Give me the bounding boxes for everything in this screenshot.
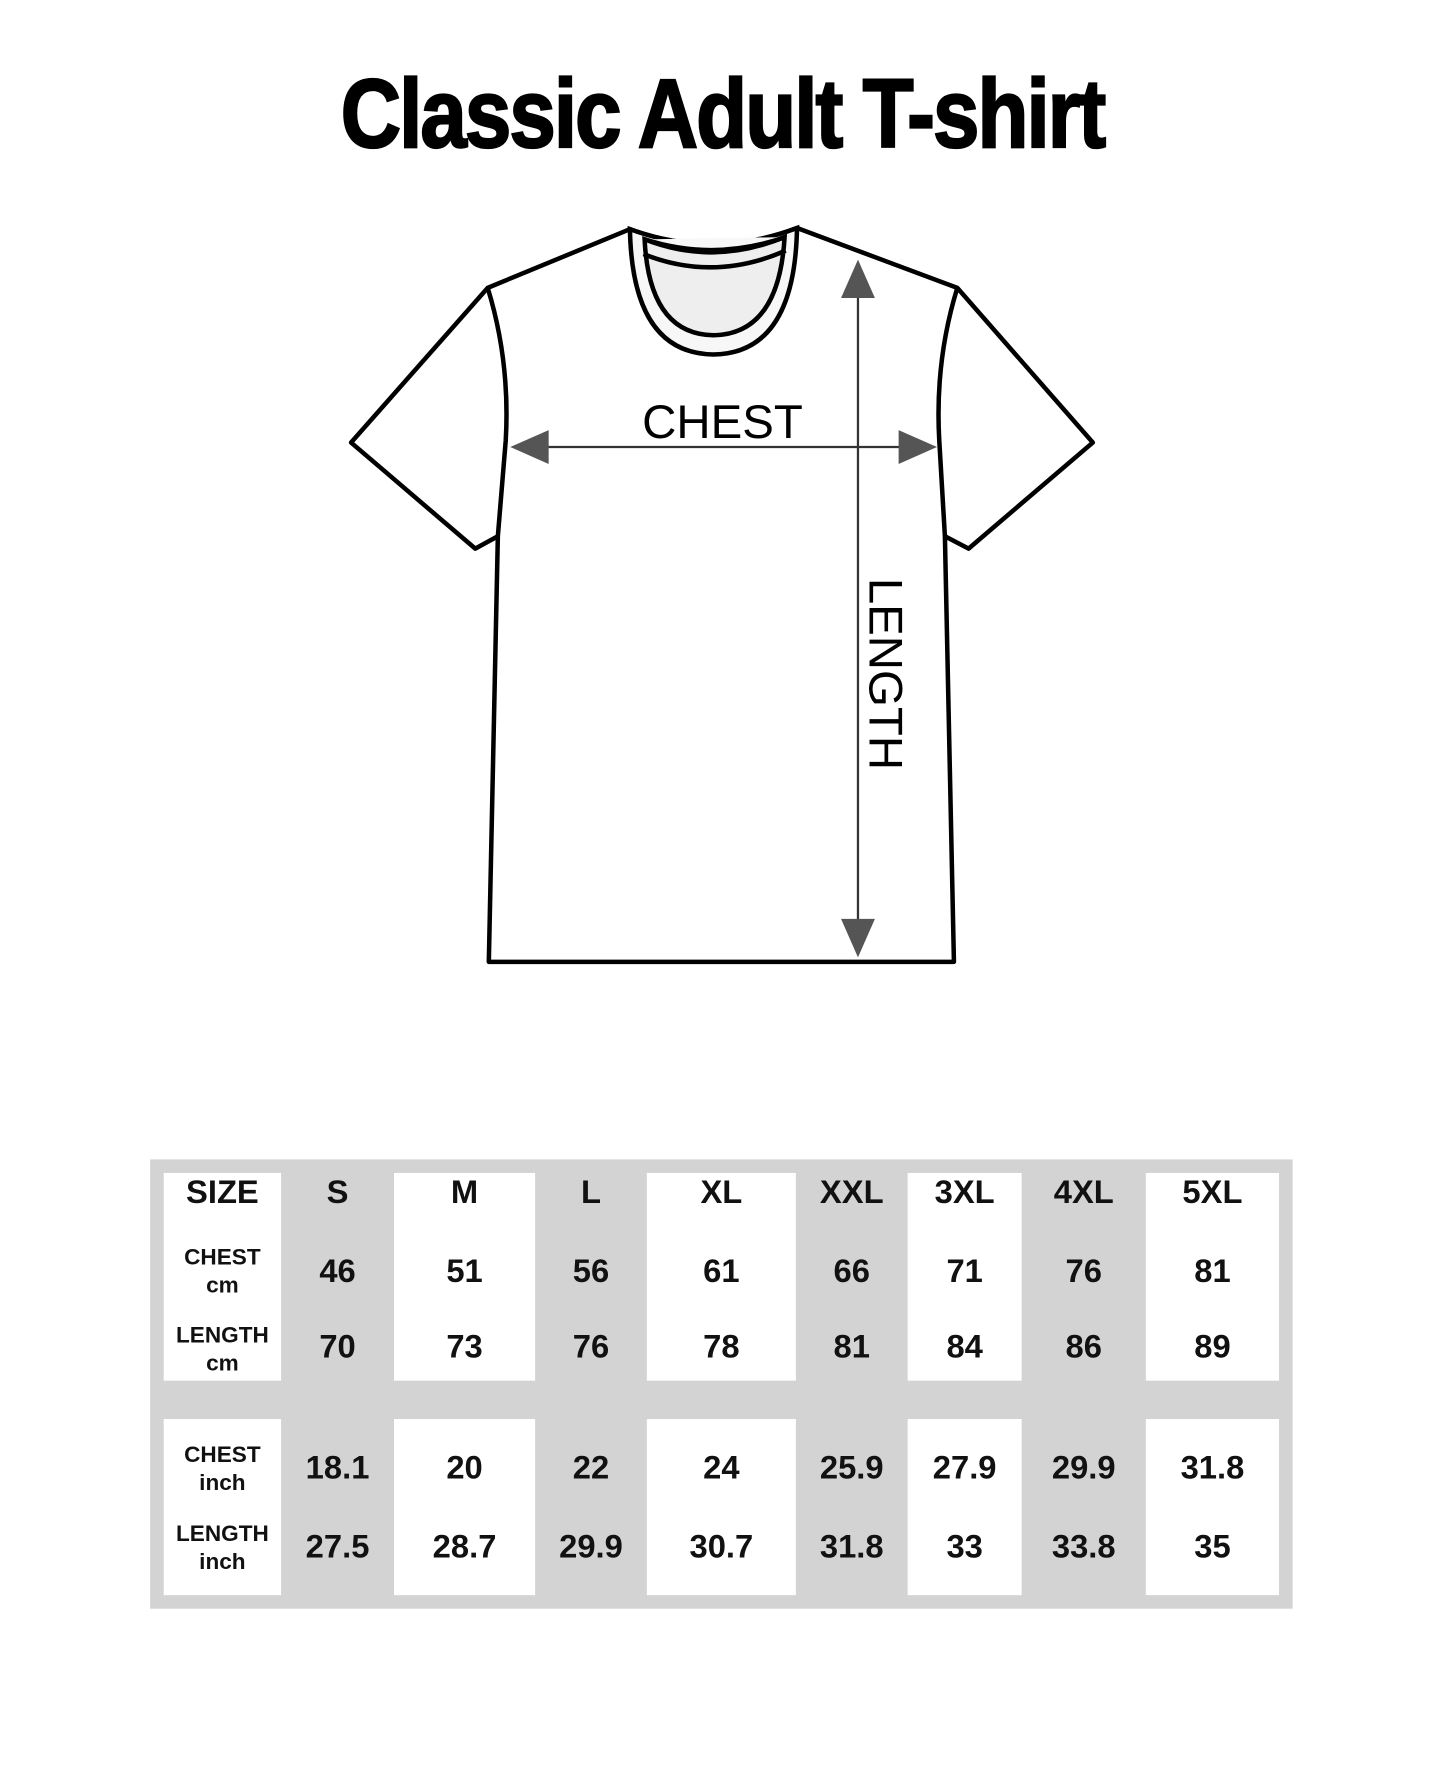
label-line: CHEST bbox=[184, 1245, 261, 1271]
table-panel bbox=[1145, 1172, 1280, 1381]
table-cell: 20 bbox=[446, 1450, 483, 1487]
size-table: SIZE CHEST cm LENGTH cm CHEST inch LENGTH inch S 4… bbox=[150, 1159, 1293, 1609]
table-panel bbox=[646, 1419, 796, 1596]
arrow-right-icon bbox=[898, 430, 937, 464]
table-cell: 28.7 bbox=[432, 1529, 497, 1566]
collar-back-line bbox=[643, 234, 787, 253]
table-cell: 33 bbox=[946, 1529, 983, 1566]
table-cell: 78 bbox=[703, 1329, 740, 1366]
table-cell: 70 bbox=[319, 1329, 356, 1366]
arrow-left-icon bbox=[510, 430, 549, 464]
left-armhole bbox=[485, 287, 509, 537]
size-header-cell: M bbox=[450, 1174, 479, 1211]
label-line: LENGTH bbox=[175, 1323, 269, 1348]
size-header-cell: L bbox=[580, 1174, 601, 1211]
label-line: inch bbox=[199, 1470, 246, 1496]
size-header-cell: XL bbox=[700, 1174, 743, 1211]
table-panel bbox=[393, 1419, 536, 1596]
table-panel bbox=[907, 1419, 1022, 1596]
chest-inch-label: CHEST inch bbox=[184, 1442, 261, 1498]
table-cell: 51 bbox=[446, 1253, 483, 1290]
length-cm-label: LENGTH cm bbox=[176, 1322, 269, 1378]
table-cell: 33.8 bbox=[1051, 1529, 1116, 1566]
label-line: CHEST bbox=[184, 1442, 261, 1468]
table-cell: 22 bbox=[572, 1450, 610, 1487]
table-panel bbox=[393, 1172, 536, 1381]
table-cell: 18.1 bbox=[305, 1450, 370, 1487]
arrow-down-icon bbox=[841, 918, 875, 958]
table-panel bbox=[1145, 1419, 1280, 1596]
table-cell: 76 bbox=[1065, 1253, 1102, 1290]
chest-cm-label: CHEST cm bbox=[184, 1244, 261, 1300]
tshirt-diagram: CHEST LENGTH bbox=[348, 224, 1096, 965]
right-armhole bbox=[936, 287, 960, 537]
table-cell: 27.9 bbox=[932, 1450, 997, 1487]
arrow-up-icon bbox=[841, 259, 875, 299]
table-cell: 89 bbox=[1194, 1329, 1231, 1366]
label-line: LENGTH bbox=[175, 1521, 269, 1547]
table-panel bbox=[163, 1172, 282, 1381]
size-header-cell: 5XL bbox=[1182, 1174, 1243, 1211]
label-line: inch bbox=[199, 1549, 246, 1575]
table-cell: 31.8 bbox=[1180, 1450, 1245, 1487]
table-cell: 27.5 bbox=[305, 1529, 370, 1566]
label-line: cm bbox=[206, 1351, 239, 1377]
chest-label: CHEST bbox=[642, 396, 803, 449]
length-label: LENGTH bbox=[858, 578, 911, 770]
table-cell: 31.8 bbox=[819, 1529, 884, 1566]
size-header-cell: S bbox=[326, 1174, 349, 1211]
size-header-cell: 3XL bbox=[934, 1174, 995, 1211]
table-panel bbox=[163, 1419, 282, 1596]
table-cell: 71 bbox=[946, 1253, 983, 1290]
table-cell: 29.9 bbox=[1051, 1450, 1116, 1487]
table-cell: 66 bbox=[833, 1253, 870, 1290]
size-header-cell: XXL bbox=[819, 1174, 884, 1211]
table-cell: 81 bbox=[833, 1329, 870, 1366]
page-title: Classic Adult T-shirt bbox=[340, 59, 1107, 169]
table-cell: 24 bbox=[703, 1450, 740, 1487]
collar-back-line bbox=[642, 248, 787, 270]
size-header: SIZE bbox=[186, 1174, 259, 1211]
table-cell: 73 bbox=[446, 1329, 483, 1366]
table-cell: 81 bbox=[1194, 1253, 1231, 1290]
label-line: cm bbox=[206, 1273, 239, 1299]
table-cell: 84 bbox=[946, 1329, 983, 1366]
table-panel bbox=[646, 1172, 796, 1381]
table-cell: 61 bbox=[703, 1253, 740, 1290]
table-panel bbox=[907, 1172, 1022, 1381]
length-inch-label: LENGTH inch bbox=[176, 1521, 269, 1577]
table-cell: 35 bbox=[1194, 1529, 1231, 1566]
size-header-cell: 4XL bbox=[1053, 1174, 1114, 1211]
table-cell: 25.9 bbox=[819, 1450, 884, 1487]
table-cell: 56 bbox=[572, 1253, 610, 1290]
table-cell: 46 bbox=[319, 1253, 356, 1290]
table-cell: 30.7 bbox=[689, 1529, 754, 1566]
table-cell: 76 bbox=[572, 1329, 610, 1366]
table-cell: 29.9 bbox=[559, 1529, 623, 1566]
table-cell: 86 bbox=[1065, 1329, 1102, 1366]
